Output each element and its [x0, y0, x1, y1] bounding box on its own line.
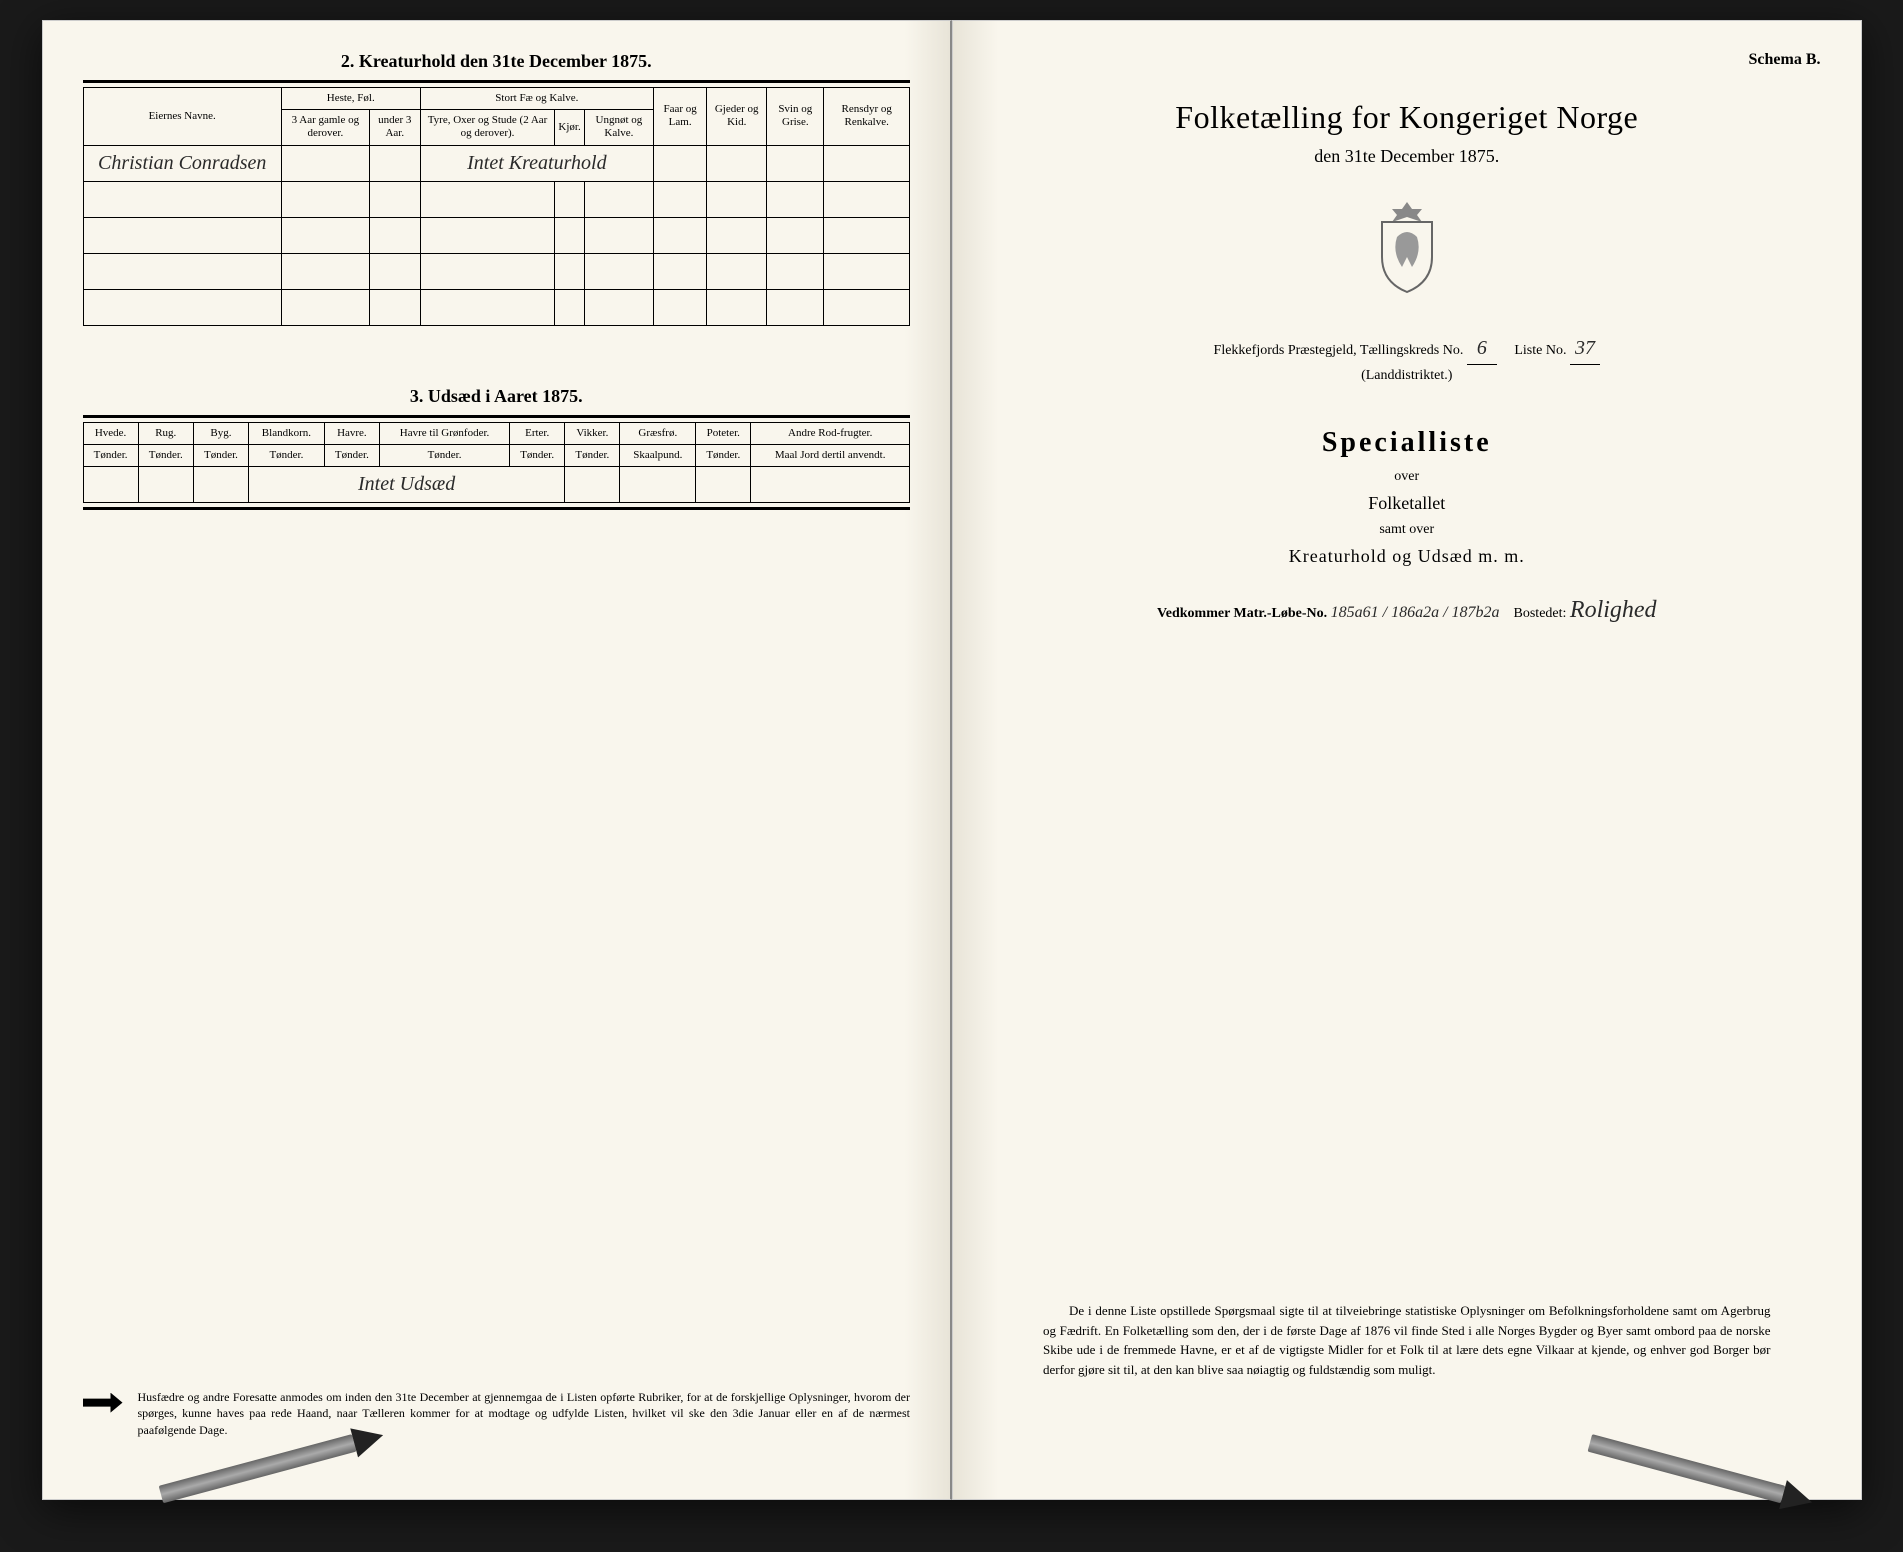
unit: Skaalpund.	[620, 444, 696, 466]
book-spread: 2. Kreaturhold den 31te December 1875. E…	[42, 20, 1862, 1500]
col-owner: Eiernes Navne.	[83, 88, 281, 146]
main-title: Folketælling for Kongeriget Norge	[993, 99, 1821, 136]
divider	[83, 80, 911, 83]
unit: Tønder.	[696, 444, 751, 466]
cell	[565, 466, 620, 502]
footnote-block: Husfædre og andre Foresatte anmodes om i…	[83, 1389, 911, 1439]
note-cell: Intet Udsæd	[249, 466, 565, 502]
cell	[707, 145, 767, 181]
divider	[83, 415, 911, 418]
cell	[281, 145, 369, 181]
col-sheep: Faar og Lam.	[654, 88, 707, 146]
table-row: Christian Conradsen Intet Kreaturhold	[83, 145, 910, 181]
col-horse-a: 3 Aar gamle og derover.	[281, 110, 369, 145]
bosted-label: Bostedet:	[1514, 606, 1567, 621]
unit: Tønder.	[249, 444, 325, 466]
table-row	[83, 253, 910, 289]
pointing-hand-icon	[83, 1393, 123, 1413]
col-horse-b: under 3 Aar.	[369, 110, 420, 145]
sub-title: den 31te December 1875.	[993, 146, 1821, 167]
pen-decoration	[1576, 1434, 1785, 1544]
col-wheat: Hvede.	[83, 422, 138, 444]
cell	[654, 145, 707, 181]
col-oats: Havre.	[324, 422, 379, 444]
udsaed-table: Hvede. Rug. Byg. Blandkorn. Havre. Havre…	[83, 422, 911, 503]
grp-horse: Heste, Føl.	[281, 88, 420, 110]
cell	[620, 466, 696, 502]
owner-cell: Christian Conradsen	[83, 145, 281, 181]
bosted-value: Rolighed	[1570, 597, 1657, 623]
cell	[696, 466, 751, 502]
folketallet-label: Folketallet	[993, 493, 1821, 514]
cell	[369, 145, 420, 181]
parish-no: 6	[1467, 332, 1497, 365]
schema-label: Schema B.	[993, 51, 1821, 69]
cell	[193, 466, 248, 502]
liste-label: Liste No.	[1514, 343, 1566, 358]
matr-no: 185a61 / 186a2a / 187b2a	[1331, 604, 1500, 621]
unit: Tønder.	[138, 444, 193, 466]
unit: Tønder.	[510, 444, 565, 466]
unit: Tønder.	[379, 444, 509, 466]
cell	[824, 145, 910, 181]
samt-label: samt over	[993, 522, 1821, 538]
cell	[138, 466, 193, 502]
matr-label: Vedkommer Matr.-Løbe-No.	[1157, 606, 1327, 621]
col-cattle-a: Tyre, Oxer og Stude (2 Aar og derover).	[420, 110, 555, 145]
right-page: Schema B. Folketælling for Kongeriget No…	[952, 20, 1862, 1500]
col-mixed: Blandkorn.	[249, 422, 325, 444]
divider	[83, 507, 911, 510]
footnote-text: Husfædre og andre Foresatte anmodes om i…	[138, 1389, 911, 1439]
col-goat: Gjeder og Kid.	[707, 88, 767, 146]
cell	[767, 145, 824, 181]
unit: Tønder.	[324, 444, 379, 466]
col-reindeer: Rensdyr og Renkalve.	[824, 88, 910, 146]
col-pig: Svin og Grise.	[767, 88, 824, 146]
table-row: Intet Udsæd	[83, 466, 910, 502]
body-paragraph: De i denne Liste opstillede Spørgsmaal s…	[1043, 1301, 1771, 1379]
parish-line: Flekkefjords Præstegjeld, Tællingskreds …	[993, 332, 1821, 387]
section3-title: 3. Udsæd i Aaret 1875.	[83, 386, 911, 407]
parish-prefix: Flekkefjords Præstegjeld, Tællingskreds …	[1214, 343, 1464, 358]
col-potato: Poteter.	[696, 422, 751, 444]
liste-no: 37	[1570, 332, 1600, 365]
specialliste-title: Specialliste	[993, 427, 1821, 459]
col-grass: Græsfrø.	[620, 422, 696, 444]
left-page: 2. Kreaturhold den 31te December 1875. E…	[42, 20, 953, 1500]
cell	[751, 466, 910, 502]
kreaturhold-table: Eiernes Navne. Heste, Føl. Stort Fæ og K…	[83, 87, 911, 326]
table-row	[83, 289, 910, 325]
unit: Tønder.	[83, 444, 138, 466]
unit: Maal Jord dertil anvendt.	[751, 444, 910, 466]
col-rye: Rug.	[138, 422, 193, 444]
note-cell: Intet Kreaturhold	[420, 145, 653, 181]
col-peas: Erter.	[510, 422, 565, 444]
unit: Tønder.	[193, 444, 248, 466]
table-row	[83, 181, 910, 217]
over-label: over	[993, 469, 1821, 485]
col-cattle-b: Kjør.	[555, 110, 584, 145]
unit: Tønder.	[565, 444, 620, 466]
col-vetch: Vikker.	[565, 422, 620, 444]
kreatur-label: Kreaturhold og Udsæd m. m.	[993, 546, 1821, 567]
cell	[83, 466, 138, 502]
pen-decoration	[158, 1434, 367, 1544]
grp-cattle: Stort Fæ og Kalve.	[420, 88, 653, 110]
col-root: Andre Rod-frugter.	[751, 422, 910, 444]
section2-title: 2. Kreaturhold den 31te December 1875.	[83, 51, 911, 72]
col-oats-green: Havre til Grønfoder.	[379, 422, 509, 444]
table-row	[83, 217, 910, 253]
coat-of-arms-icon	[993, 197, 1821, 302]
col-cattle-c: Ungnøt og Kalve.	[584, 110, 653, 145]
matr-line: Vedkommer Matr.-Løbe-No. 185a61 / 186a2a…	[993, 597, 1821, 624]
landdist: (Landdistriktet.)	[1361, 368, 1452, 383]
col-barley: Byg.	[193, 422, 248, 444]
